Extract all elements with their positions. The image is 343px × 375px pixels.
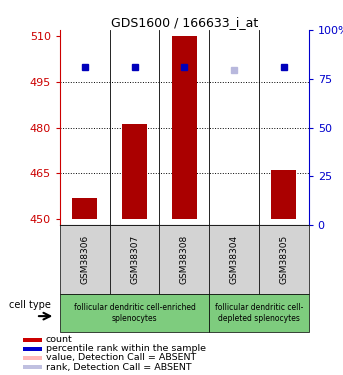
Bar: [72, 198, 97, 219]
Title: GDS1600 / 166633_i_at: GDS1600 / 166633_i_at: [111, 16, 258, 29]
Text: follicular dendritic cell-
depleted splenocytes: follicular dendritic cell- depleted sple…: [215, 303, 303, 323]
Bar: [122, 124, 147, 219]
Bar: [259, 225, 309, 294]
Bar: [23, 347, 43, 351]
Bar: [209, 225, 259, 294]
Text: follicular dendritic cell-enriched
splenocytes: follicular dendritic cell-enriched splen…: [74, 303, 196, 323]
Bar: [60, 225, 110, 294]
Text: value, Detection Call = ABSENT: value, Detection Call = ABSENT: [46, 353, 196, 362]
Text: GSM38308: GSM38308: [180, 235, 189, 284]
Text: cell type: cell type: [9, 300, 51, 310]
Text: GSM38304: GSM38304: [229, 235, 239, 284]
Text: count: count: [46, 335, 72, 344]
Text: GSM38306: GSM38306: [80, 235, 90, 284]
Bar: [110, 225, 159, 294]
Text: rank, Detection Call = ABSENT: rank, Detection Call = ABSENT: [46, 363, 191, 372]
Bar: [60, 294, 209, 332]
Bar: [172, 36, 197, 219]
Bar: [271, 170, 296, 219]
Bar: [23, 365, 43, 369]
Bar: [23, 356, 43, 360]
Bar: [23, 338, 43, 342]
Text: percentile rank within the sample: percentile rank within the sample: [46, 344, 205, 353]
Bar: [159, 225, 209, 294]
Bar: [209, 294, 309, 332]
Text: GSM38305: GSM38305: [279, 235, 288, 284]
Text: GSM38307: GSM38307: [130, 235, 139, 284]
